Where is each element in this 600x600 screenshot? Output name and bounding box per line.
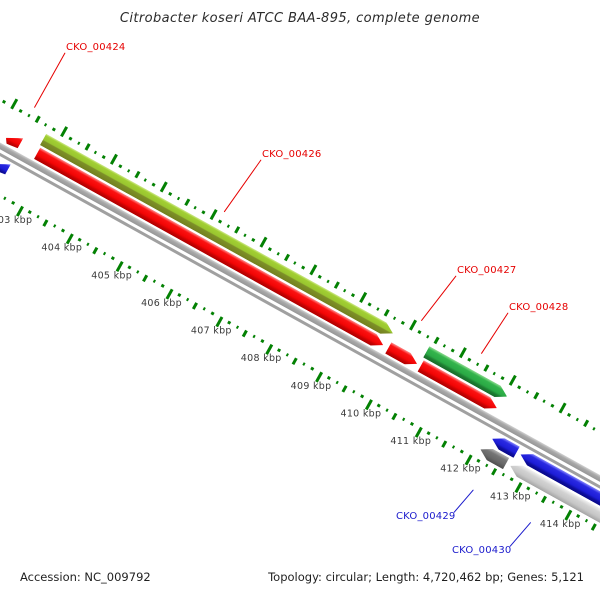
page-title: Citrobacter koseri ATCC BAA-895, complet… (119, 11, 481, 26)
leader-line-CKO_00428 (480, 312, 509, 355)
gene-label-CKO_00428: CKO_00428 (509, 302, 569, 313)
gene-label-CKO_00424: CKO_00424 (66, 42, 126, 53)
leader-line-CKO_00429 (453, 490, 474, 514)
gene-label-CKO_00427: CKO_00427 (457, 265, 517, 276)
gene-label-CKO_00426: CKO_00426 (262, 149, 322, 160)
leader-line-CKO_00430 (509, 522, 532, 548)
leader-line-CKO_00426 (223, 159, 262, 213)
leader-line-CKO_00424 (33, 52, 66, 109)
topology-stats-text: Topology: circular; Length: 4,720,462 bp… (268, 570, 584, 584)
gene-label-CKO_00430: CKO_00430 (452, 545, 512, 556)
gene-label-CKO_00429: CKO_00429 (396, 511, 456, 522)
accession-text: Accession: NC_009792 (20, 570, 151, 584)
leader-line-CKO_00427 (420, 275, 457, 322)
status-bar: Accession: NC_009792 Topology: circular;… (20, 570, 584, 584)
